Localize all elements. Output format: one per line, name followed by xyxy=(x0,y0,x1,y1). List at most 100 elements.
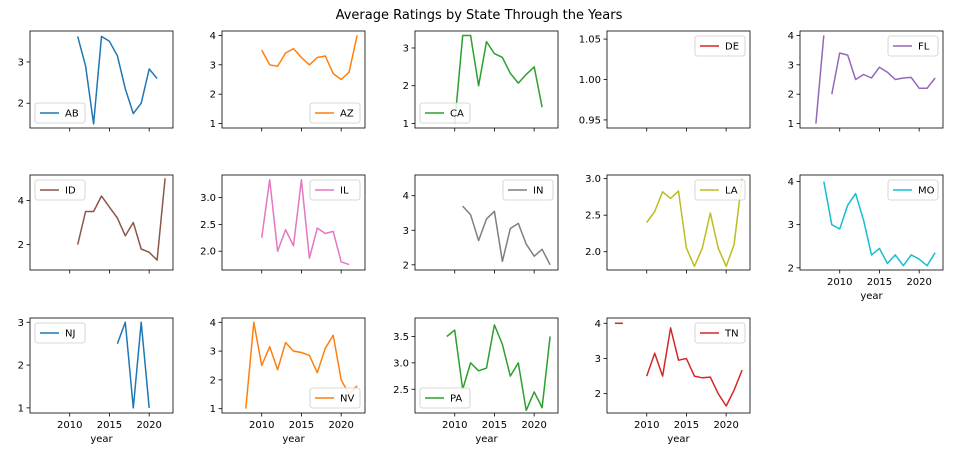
y-tick-label: 4 xyxy=(18,196,24,207)
legend-label: LA xyxy=(725,186,738,197)
y-tick-label: 2.0 xyxy=(200,247,216,258)
legend: PA xyxy=(419,387,471,409)
legend: NJ xyxy=(34,322,86,344)
legend: CA xyxy=(419,102,471,124)
subplot-mo: 2 3 4 2010 2015 2020 year MO xyxy=(788,174,944,302)
series-line-il xyxy=(260,179,350,266)
y-tick-label: 2 xyxy=(788,263,794,274)
y-tick-label: 2 xyxy=(595,389,601,400)
legend-label: FL xyxy=(918,42,930,53)
axes-frame xyxy=(414,174,559,271)
series-line-az xyxy=(261,35,358,81)
series-line-ab xyxy=(76,35,158,125)
x-tick-label: 2010 xyxy=(57,420,82,431)
legend: AZ xyxy=(309,102,361,124)
legend-frame xyxy=(419,387,471,409)
legend: FL xyxy=(887,35,939,57)
subplot-ab: 2 3 AB xyxy=(18,30,174,132)
legend-label: ID xyxy=(65,186,76,197)
x-tick-label: 2010 xyxy=(442,420,467,431)
y-tick-label: 4 xyxy=(210,318,216,329)
x-tick-label: 2010 xyxy=(634,420,659,431)
series-line-in xyxy=(462,205,551,266)
subplot-in: 2 3 4 IN xyxy=(403,174,559,274)
legend-label: AB xyxy=(65,109,79,120)
legend: LA xyxy=(694,179,746,201)
legend-frame xyxy=(34,322,86,344)
y-tick-label: 1 xyxy=(403,119,409,130)
axes-frame xyxy=(799,174,944,271)
y-tick-label: 1 xyxy=(788,119,794,130)
y-tick-label: 4 xyxy=(595,319,601,330)
y-tick-label: 3 xyxy=(788,220,794,231)
series-line-la xyxy=(646,178,743,268)
legend-label: NJ xyxy=(65,329,75,340)
y-tick-label: 2 xyxy=(18,240,24,251)
subplot-nj: 1 2 3 2010 2015 2020 year NJ xyxy=(18,317,174,445)
x-axis-label: year xyxy=(475,434,498,445)
y-tick-label: 3 xyxy=(18,318,24,329)
legend: MO xyxy=(887,179,939,201)
legend: NV xyxy=(309,387,361,409)
y-tick-label: 3 xyxy=(788,60,794,71)
y-tick-label: 2.0 xyxy=(585,247,601,258)
axes-frame xyxy=(221,30,366,129)
axes-frame xyxy=(29,317,174,414)
y-tick-label: 2 xyxy=(403,260,409,271)
legend-label: DE xyxy=(725,42,739,53)
axes-frame xyxy=(29,30,174,129)
legend: DE xyxy=(694,35,746,57)
x-tick-label: 2015 xyxy=(674,420,699,431)
y-tick-label: 2 xyxy=(403,81,409,92)
y-tick-label: 2 xyxy=(210,90,216,101)
x-axis-label: year xyxy=(667,434,690,445)
legend-label: PA xyxy=(450,394,462,405)
x-axis-label: year xyxy=(90,434,113,445)
axes-frame xyxy=(606,174,751,271)
legend-label: CA xyxy=(450,109,464,120)
y-tick-label: 2 xyxy=(18,99,24,110)
legend-frame xyxy=(502,179,554,201)
y-tick-label: 1 xyxy=(210,404,216,415)
y-tick-label: 2 xyxy=(788,90,794,101)
x-tick-label: 2020 xyxy=(328,420,353,431)
x-tick-label: 2010 xyxy=(249,420,274,431)
y-tick-label: 3 xyxy=(18,57,24,68)
legend-frame xyxy=(887,35,939,57)
y-tick-label: 3 xyxy=(403,43,409,54)
y-tick-label: 2.5 xyxy=(585,211,601,222)
subplot-il: 2.0 2.5 3.0 IL xyxy=(200,174,366,274)
x-tick-label: 2015 xyxy=(482,420,507,431)
legend-label: MO xyxy=(918,186,935,197)
x-axis-label: year xyxy=(282,434,305,445)
x-tick-label: 2015 xyxy=(97,420,122,431)
x-tick-label: 2015 xyxy=(289,420,314,431)
legend: AB xyxy=(34,102,86,124)
series-line-ca xyxy=(453,34,543,124)
y-tick-label: 3.0 xyxy=(200,193,216,204)
axes-frame xyxy=(799,30,944,129)
axes-frame xyxy=(221,174,366,271)
subplot-la: 2.0 2.5 3.0 LA xyxy=(585,174,751,274)
legend: IL xyxy=(309,179,361,201)
subplot-fl: 1 2 3 4 FL xyxy=(788,30,944,132)
legend-frame xyxy=(694,35,746,57)
y-tick-label: 4 xyxy=(788,31,794,42)
legend-frame xyxy=(887,179,939,201)
subplot-az: 1 2 3 4 AZ xyxy=(210,30,366,132)
axes-frame xyxy=(29,174,174,271)
legend-frame xyxy=(419,102,471,124)
y-tick-label: 3.0 xyxy=(585,174,601,185)
y-tick-label: 3 xyxy=(210,60,216,71)
series-line-mo xyxy=(823,181,936,267)
y-tick-label: 0.95 xyxy=(579,115,601,126)
x-tick-label: 2020 xyxy=(521,420,546,431)
subplot-tn: 2 3 4 2010 2015 2020 year TN xyxy=(595,317,751,445)
legend-label: IL xyxy=(340,186,349,197)
subplot-de: 0.95 1.00 1.05 DE xyxy=(579,30,751,132)
legend-label: IN xyxy=(533,186,543,197)
x-tick-label: 2020 xyxy=(713,420,738,431)
series-line-id xyxy=(76,178,166,261)
series-line-pa xyxy=(446,324,551,412)
legend: IN xyxy=(502,179,554,201)
